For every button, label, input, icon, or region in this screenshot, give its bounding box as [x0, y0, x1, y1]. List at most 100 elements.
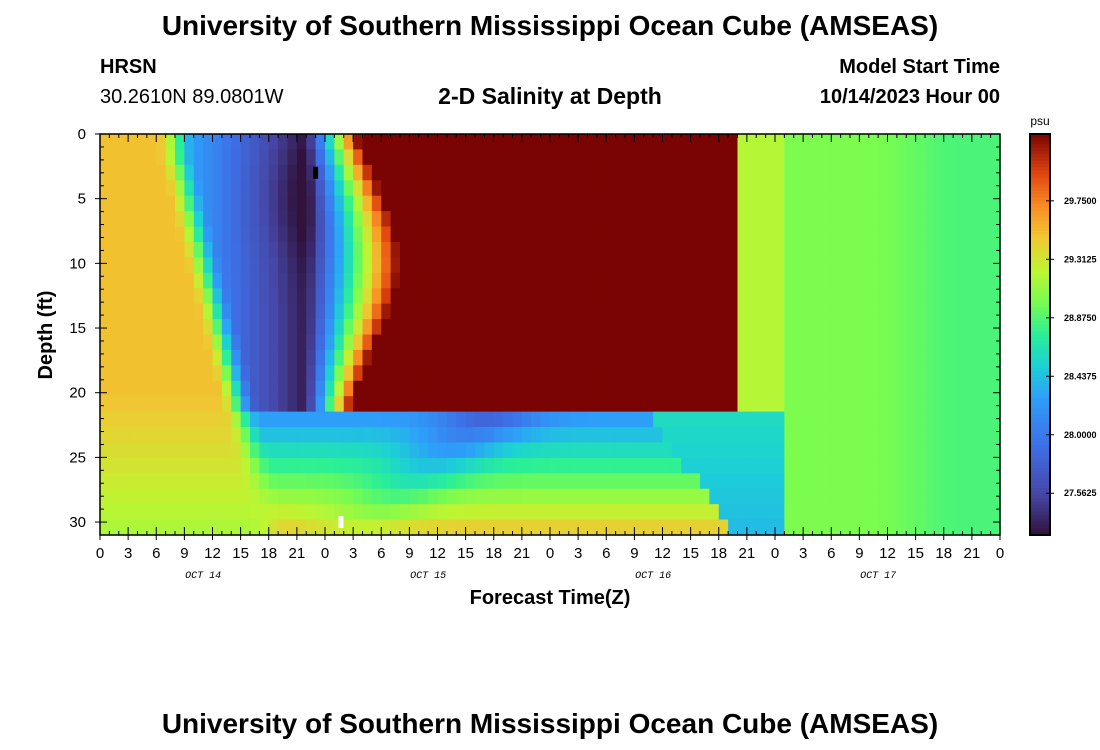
heatmap-cell	[896, 226, 907, 243]
heatmap-cell	[568, 134, 579, 151]
heatmap-cell	[268, 180, 279, 197]
heatmap-cell	[718, 195, 729, 212]
heatmap-cell	[962, 334, 973, 351]
heatmap-cell	[128, 457, 139, 474]
heatmap-cells	[100, 134, 1001, 536]
heatmap-cell	[221, 380, 232, 397]
heatmap-cell	[784, 349, 795, 366]
heatmap-cell	[821, 457, 832, 474]
heatmap-cell	[634, 457, 645, 474]
heatmap-cell	[878, 319, 889, 336]
colorbar-segment	[1030, 524, 1050, 529]
heatmap-cell	[718, 149, 729, 166]
heatmap-cell	[681, 195, 692, 212]
heatmap-cell	[840, 396, 851, 413]
heatmap-cell	[175, 504, 185, 521]
heatmap-cell	[400, 334, 410, 351]
heatmap-cell	[831, 334, 842, 351]
heatmap-cell	[943, 288, 954, 305]
heatmap-cell	[334, 149, 345, 166]
heatmap-cell	[109, 442, 120, 459]
heatmap-cell	[812, 349, 823, 366]
heatmap-cell	[850, 149, 860, 166]
heatmap-cell	[718, 442, 729, 459]
heatmap-cell	[521, 488, 532, 505]
heatmap-cell	[578, 334, 589, 351]
heatmap-cell	[315, 457, 326, 474]
heatmap-cell	[118, 411, 129, 428]
heatmap-cell	[456, 365, 467, 382]
heatmap-cell	[728, 396, 739, 413]
heatmap-cell	[625, 396, 635, 413]
heatmap-cell	[109, 195, 120, 212]
heatmap-cell	[681, 303, 692, 320]
heatmap-cell	[475, 457, 485, 474]
heatmap-cell	[840, 380, 851, 397]
heatmap-cell	[306, 257, 317, 274]
heatmap-cell	[662, 241, 673, 258]
heatmap-cell	[746, 334, 757, 351]
colorbar-segment	[1030, 504, 1050, 509]
heatmap-cell	[587, 257, 598, 274]
heatmap-cell	[962, 319, 973, 336]
heatmap-cell	[371, 473, 382, 490]
heatmap-cell	[587, 488, 598, 505]
heatmap-cell	[100, 427, 110, 444]
heatmap-cell	[493, 164, 504, 181]
heatmap-cell	[400, 519, 410, 536]
heatmap-cell	[343, 519, 354, 536]
heatmap-cell	[793, 195, 804, 212]
heatmap-cell	[868, 411, 879, 428]
heatmap-cell	[240, 488, 251, 505]
heatmap-cell	[671, 272, 682, 289]
heatmap-cell	[859, 504, 870, 521]
heatmap-cell	[146, 427, 157, 444]
heatmap-cell	[493, 257, 504, 274]
heatmap-cell	[259, 134, 270, 151]
heatmap-cell	[343, 288, 354, 305]
heatmap-cell	[625, 195, 635, 212]
heatmap-cell	[381, 427, 392, 444]
heatmap-cell	[512, 488, 523, 505]
heatmap-cell	[653, 180, 664, 197]
heatmap-cell	[906, 380, 917, 397]
heatmap-cell	[550, 504, 560, 521]
heatmap-cell	[484, 380, 495, 397]
heatmap-cell	[662, 180, 673, 197]
heatmap-cell	[296, 442, 307, 459]
heatmap-cell	[221, 134, 232, 151]
heatmap-cell	[728, 226, 739, 243]
heatmap-cell	[737, 396, 748, 413]
heatmap-cell	[671, 303, 682, 320]
x-tick-label: 0	[321, 545, 329, 562]
heatmap-cell	[653, 195, 664, 212]
heatmap-cell	[128, 303, 139, 320]
heatmap-cell	[278, 442, 289, 459]
heatmap-cell	[934, 380, 945, 397]
heatmap-cell	[896, 195, 907, 212]
colorbar-segment	[1030, 448, 1050, 453]
colorbar-segment	[1030, 474, 1050, 479]
heatmap-cell	[540, 180, 551, 197]
heatmap-cell	[653, 288, 664, 305]
heatmap-cell	[334, 396, 345, 413]
heatmap-cell	[137, 457, 148, 474]
heatmap-cell	[653, 442, 664, 459]
heatmap-cell	[212, 134, 223, 151]
heatmap-cell	[896, 272, 907, 289]
heatmap-cell	[184, 211, 195, 228]
heatmap-cell	[709, 411, 720, 428]
heatmap-cell	[925, 427, 935, 444]
heatmap-cell	[503, 411, 514, 428]
heatmap-cell	[503, 257, 514, 274]
heatmap-cell	[296, 457, 307, 474]
heatmap-cell	[409, 241, 420, 258]
heatmap-cell	[615, 149, 626, 166]
heatmap-cell	[971, 241, 982, 258]
heatmap-cell	[418, 164, 429, 181]
heatmap-cell	[821, 365, 832, 382]
heatmap-cell	[793, 411, 804, 428]
heatmap-cell	[550, 349, 560, 366]
heatmap-cell	[896, 365, 907, 382]
heatmap-cell	[325, 334, 335, 351]
